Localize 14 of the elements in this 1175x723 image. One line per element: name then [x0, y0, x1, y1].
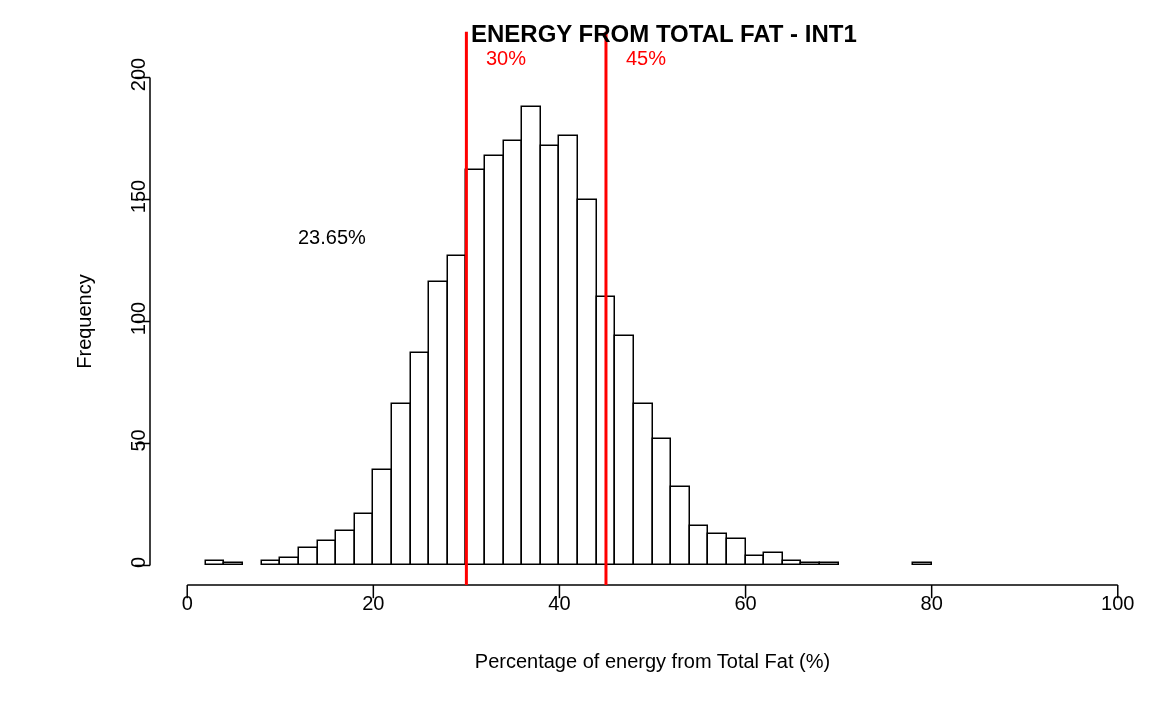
y-axis-title: Frequency — [72, 274, 95, 369]
y-tick-label: 150 — [127, 179, 149, 214]
y-tick-label: 50 — [127, 429, 149, 452]
ref-line-label: 30% — [486, 47, 527, 69]
x-tick-label: 40 — [548, 592, 571, 614]
x-tick-label: 0 — [181, 592, 193, 614]
x-tick-label: 20 — [362, 592, 385, 614]
x-tick-label: 100 — [1101, 592, 1135, 614]
x-tick-label: 80 — [920, 592, 943, 614]
ref-line-label: 45% — [626, 47, 667, 69]
x-tick-label: 60 — [734, 592, 757, 614]
x-axis-title: Percentage of energy from Total Fat (%) — [474, 649, 831, 672]
chart-title: ENERGY FROM TOTAL FAT - INT1 — [470, 20, 857, 48]
annotation: 23.65% — [298, 226, 367, 248]
